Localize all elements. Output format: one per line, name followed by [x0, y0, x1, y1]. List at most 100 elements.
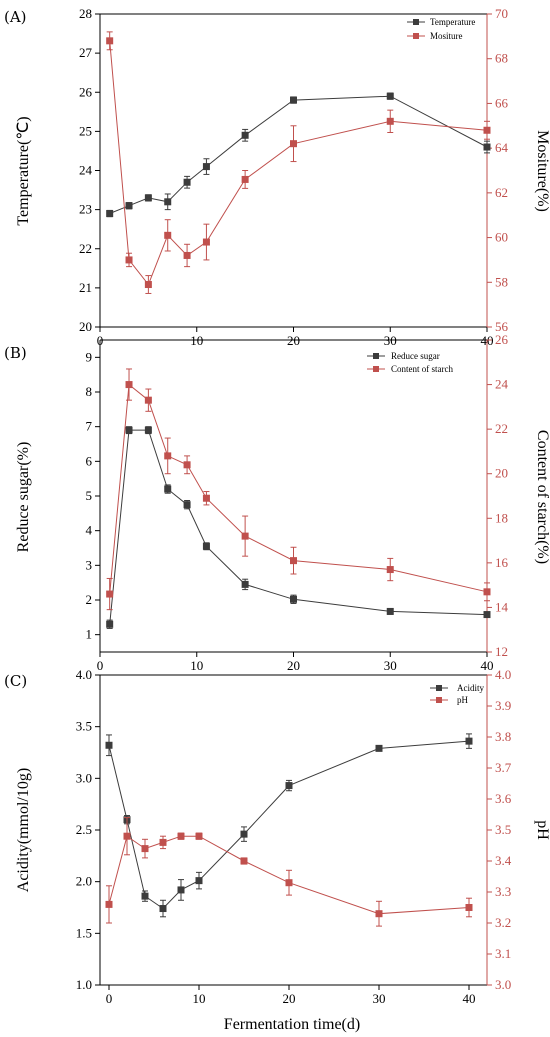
panel-a-legend-marker-2 [413, 33, 419, 39]
panel-c-left-tick-label: 2.5 [76, 822, 92, 837]
panel-a-series-2-point [241, 175, 249, 183]
panel-c-x-tick-label: 30 [373, 991, 386, 1006]
panel-c-series-1-point [465, 737, 473, 745]
panel-a-left-tick-label: 27 [79, 45, 93, 60]
panel-c-series-2-point [177, 832, 185, 840]
panel-b-left-axis-title: Reduce sugar(%) [15, 442, 32, 553]
panel-b-x-tick-label: 40 [481, 658, 494, 673]
panel-c-right-tick-label: 3.0 [495, 977, 511, 992]
panel-b-series-2-point [386, 566, 394, 574]
panel-b-series-1-point [164, 485, 172, 493]
panel-c-series-1-point [141, 892, 149, 900]
panel-c-right-tick-label: 4.0 [495, 667, 511, 682]
panel-c-left-tick-label: 3.5 [76, 719, 92, 734]
panel-b-series-2-line [109, 383, 488, 595]
panel-b-right-tick-label: 24 [495, 377, 509, 392]
panel-b-left-tick-label: 3 [86, 557, 93, 572]
panel-b-series-1-point [202, 542, 210, 550]
panel-a-legend-label-2: Mositure [430, 31, 463, 41]
panel-a-series-1-point [144, 194, 152, 202]
panel-c-series-2-point [465, 904, 473, 911]
panel-a-series-1-point [202, 163, 210, 171]
panel-a-right-tick-label: 68 [495, 51, 508, 66]
panel-c-right-tick-label: 3.7 [495, 760, 512, 775]
panel-b-legend-marker-1 [373, 353, 379, 359]
panel-b-left-tick-label: 4 [86, 523, 93, 538]
panel-a-legend: Temperature Mositure [407, 17, 475, 41]
panel-c-series-1-point [177, 886, 185, 894]
panel-a-series-1-point [241, 131, 249, 139]
panel-c-legend-marker-2 [436, 697, 442, 703]
panel-a-series-2-point [183, 251, 191, 259]
panel-a-series-1-line [109, 95, 488, 214]
panel-a-series-2-point [106, 37, 114, 45]
panel-a-label: (A) [4, 8, 27, 26]
panel-c-left-axis-title: Acidity(mmol/10g) [15, 768, 32, 892]
panel-c-left-tick-label: 1.0 [76, 977, 92, 992]
panel-c-right-tick-label: 3.9 [495, 698, 511, 713]
panel-c-left-tick-label: 4.0 [76, 667, 92, 682]
panel-c-series-1-point [195, 877, 203, 885]
panel-a-series-1-point [106, 210, 114, 218]
panel-b-series-2-point [164, 452, 172, 460]
panel-a-left-tick-label: 25 [79, 123, 92, 138]
panel-b-right-tick-label: 12 [495, 644, 508, 659]
panel-b-right-tick-label: 20 [495, 466, 508, 481]
panel-a-series-1-point [290, 96, 297, 104]
panel-b-series-1-point [125, 426, 133, 434]
panel-c-right-tick-label: 3.1 [495, 946, 511, 961]
panel-b-series-2-point [106, 590, 114, 598]
panel-a-right-axis-title: Mositure(%) [534, 130, 550, 212]
panel-b-series-2-point [290, 557, 297, 565]
panel-b-legend-label-2: Content of starch [391, 364, 453, 374]
panel-c-series-2-point [240, 857, 248, 865]
panel-b-left-tick-label: 7 [86, 419, 93, 434]
panel-b-right-tick-label: 14 [495, 599, 509, 614]
panel-b-right-axis-title: Content of starch(%) [534, 430, 550, 564]
panel-c-series-1-point [240, 830, 248, 838]
panel-a-left-tick-label: 24 [79, 163, 93, 178]
panel-b-label: (B) [4, 344, 27, 362]
panel-c-x-tick-label: 40 [463, 991, 476, 1006]
panel-a-left-tick-label: 21 [79, 280, 92, 295]
panel-b-series-1-point [483, 611, 491, 619]
panel-a-left-axis-title: Temperature(℃) [15, 116, 32, 225]
panel-a-series-2-point [290, 140, 297, 148]
panel-a-series-2-point [144, 281, 152, 289]
panel-b-left-tick-label: 1 [86, 627, 93, 642]
panel-a-right-tick-label: 70 [495, 6, 508, 21]
panel-a-left-tick-label: 20 [79, 319, 92, 334]
panel-a-left-tick-label: 28 [79, 6, 92, 21]
panel-c-legend-marker-1 [436, 685, 442, 691]
panel-c-right-axis-title: pH [534, 820, 550, 840]
panel-b-series-2-point [483, 588, 491, 596]
panel-a-right-tick-label: 58 [495, 274, 508, 289]
panel-c: 0 10 20 30 40 1.0 1.5 2.0 2.5 3.0 3.5 4.0 3.0 3.1 3.2 3… [4, 667, 550, 1033]
panel-a-left-tick-label: 23 [79, 202, 92, 217]
panel-c-left-tick-label: 3.0 [76, 770, 92, 785]
panel-b-left-tick-label: 5 [86, 488, 93, 503]
panel-a-series-2-point [202, 238, 210, 246]
panel-b-right-tick-label: 22 [495, 421, 508, 436]
panel-c-left-tick-label: 1.5 [76, 925, 92, 940]
panel-c-right-tick-label: 3.6 [495, 791, 512, 806]
panel-a-series-1-point [125, 202, 133, 210]
panel-c-series-2-point [141, 845, 149, 853]
panel-a-right-tick-label: 62 [495, 185, 508, 200]
panel-c-right-tick-label: 3.3 [495, 884, 511, 899]
panel-b-x-tick-label: 10 [190, 658, 203, 673]
panel-b-series-1-point [290, 595, 297, 603]
panel-c-series-2-point [195, 832, 203, 840]
panel-b-legend-label-1: Reduce sugar [391, 351, 440, 361]
panel-c-series-2-point [285, 879, 293, 887]
panel-c-series-2-point [375, 910, 383, 918]
panel-b-left-tick-label: 2 [86, 592, 93, 607]
panel-a-right-tick-label: 56 [495, 319, 509, 334]
panel-c-series-2-point [123, 832, 131, 840]
panel-a-series-2-point [483, 126, 491, 134]
panel-c-x-tick-label: 20 [283, 991, 296, 1006]
panel-c-legend-label-1: Acidity [457, 683, 484, 693]
panel-a-series-2-point [164, 231, 172, 239]
